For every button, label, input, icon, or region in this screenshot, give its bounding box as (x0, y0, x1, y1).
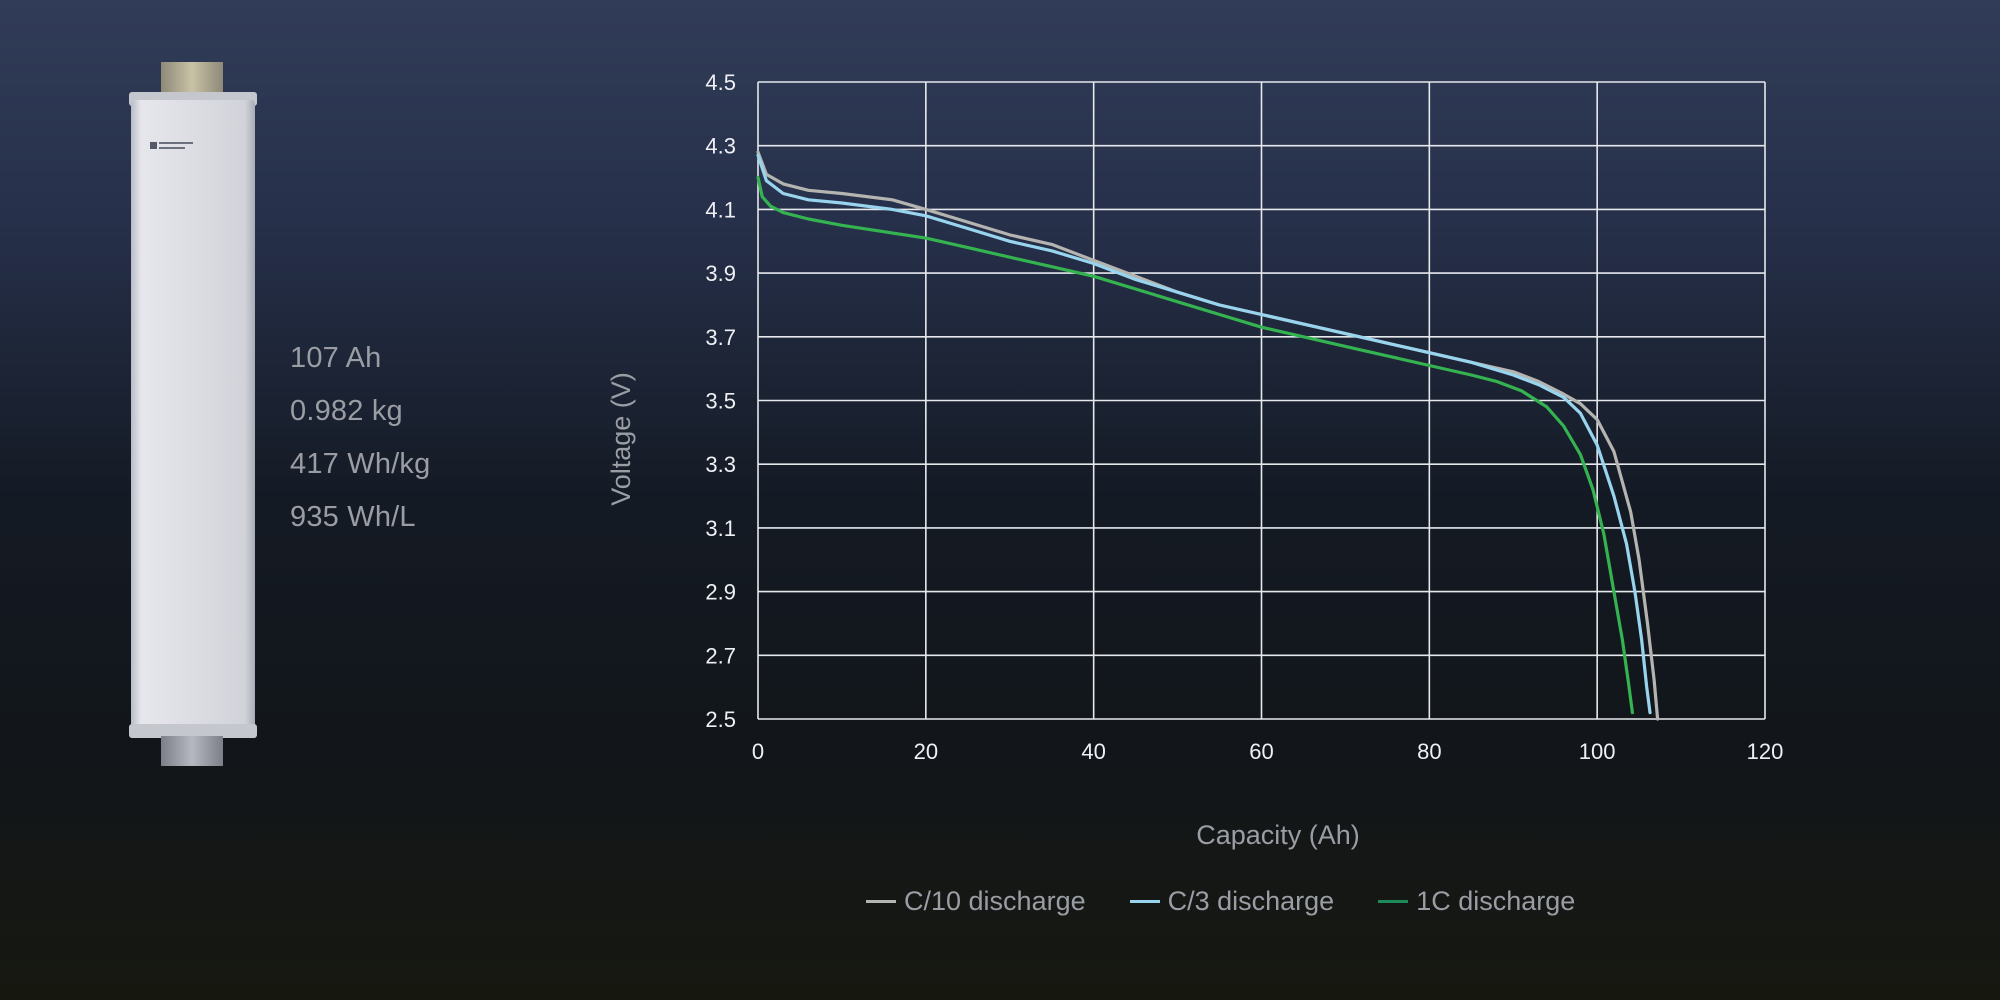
x-tick-label: 0 (752, 739, 764, 764)
x-axis-title: Capacity (Ah) (1196, 820, 1360, 850)
y-tick-label: 4.5 (705, 70, 736, 95)
x-tick-label: 40 (1081, 739, 1105, 764)
legend-item-1c: 1C discharge (1378, 886, 1575, 917)
spec-mass: 0.982 kg (290, 395, 403, 427)
legend-item-c3: C/3 discharge (1129, 886, 1335, 917)
y-tick-label: 3.7 (705, 325, 736, 350)
legend-item-c10: C/10 discharge (866, 886, 1086, 917)
x-tick-label: 20 (914, 739, 938, 764)
x-tick-label: 100 (1579, 739, 1616, 764)
y-tick-label: 2.9 (705, 580, 736, 605)
spec-capacity: 107 Ah (290, 342, 382, 374)
tick-labels: 0 20 40 60 80 100 120 2.5 2.7 2.9 3.1 3.3 3.5 3.7 3.9 4… (705, 70, 1783, 764)
spec-gravimetric-energy: 417 Wh/kg (290, 448, 431, 480)
spec-volumetric-energy: 935 Wh/L (290, 501, 416, 533)
battery-cell-image (129, 62, 257, 766)
cell-specs: 107 Ah 0.982 kg 417 Wh/kg 935 Wh/L (290, 332, 430, 544)
legend-label-1c: 1C discharge (1416, 886, 1576, 916)
y-tick-label: 4.1 (705, 197, 736, 222)
y-tick-label: 3.3 (705, 452, 736, 477)
legend-swatch-c10 (866, 900, 896, 903)
y-tick-label: 2.7 (705, 643, 736, 668)
legend-swatch-1c (1378, 900, 1409, 903)
legend-label-c3: C/3 discharge (1167, 886, 1335, 916)
series-line-c10 (756, 150, 1660, 721)
x-tick-label: 120 (1747, 739, 1784, 764)
y-tick-label: 3.9 (705, 261, 736, 286)
y-tick-label: 4.3 (705, 134, 736, 159)
legend-swatch-c3 (1129, 900, 1160, 903)
x-tick-label: 60 (1249, 739, 1273, 764)
legend: C/10 discharge C/3 discharge 1C discharg… (866, 886, 1619, 917)
y-tick-label: 3.1 (705, 516, 736, 541)
series-line-c3 (756, 153, 1652, 715)
grid (757, 81, 1766, 720)
y-tick-label: 2.5 (705, 707, 736, 732)
x-tick-label: 80 (1417, 739, 1441, 764)
y-tick-label: 3.5 (705, 389, 736, 414)
series-group (756, 150, 1660, 721)
legend-label-c10: C/10 discharge (904, 886, 1086, 916)
y-axis-title: Voltage (V) (606, 372, 636, 506)
series-line-1c (756, 175, 1634, 715)
